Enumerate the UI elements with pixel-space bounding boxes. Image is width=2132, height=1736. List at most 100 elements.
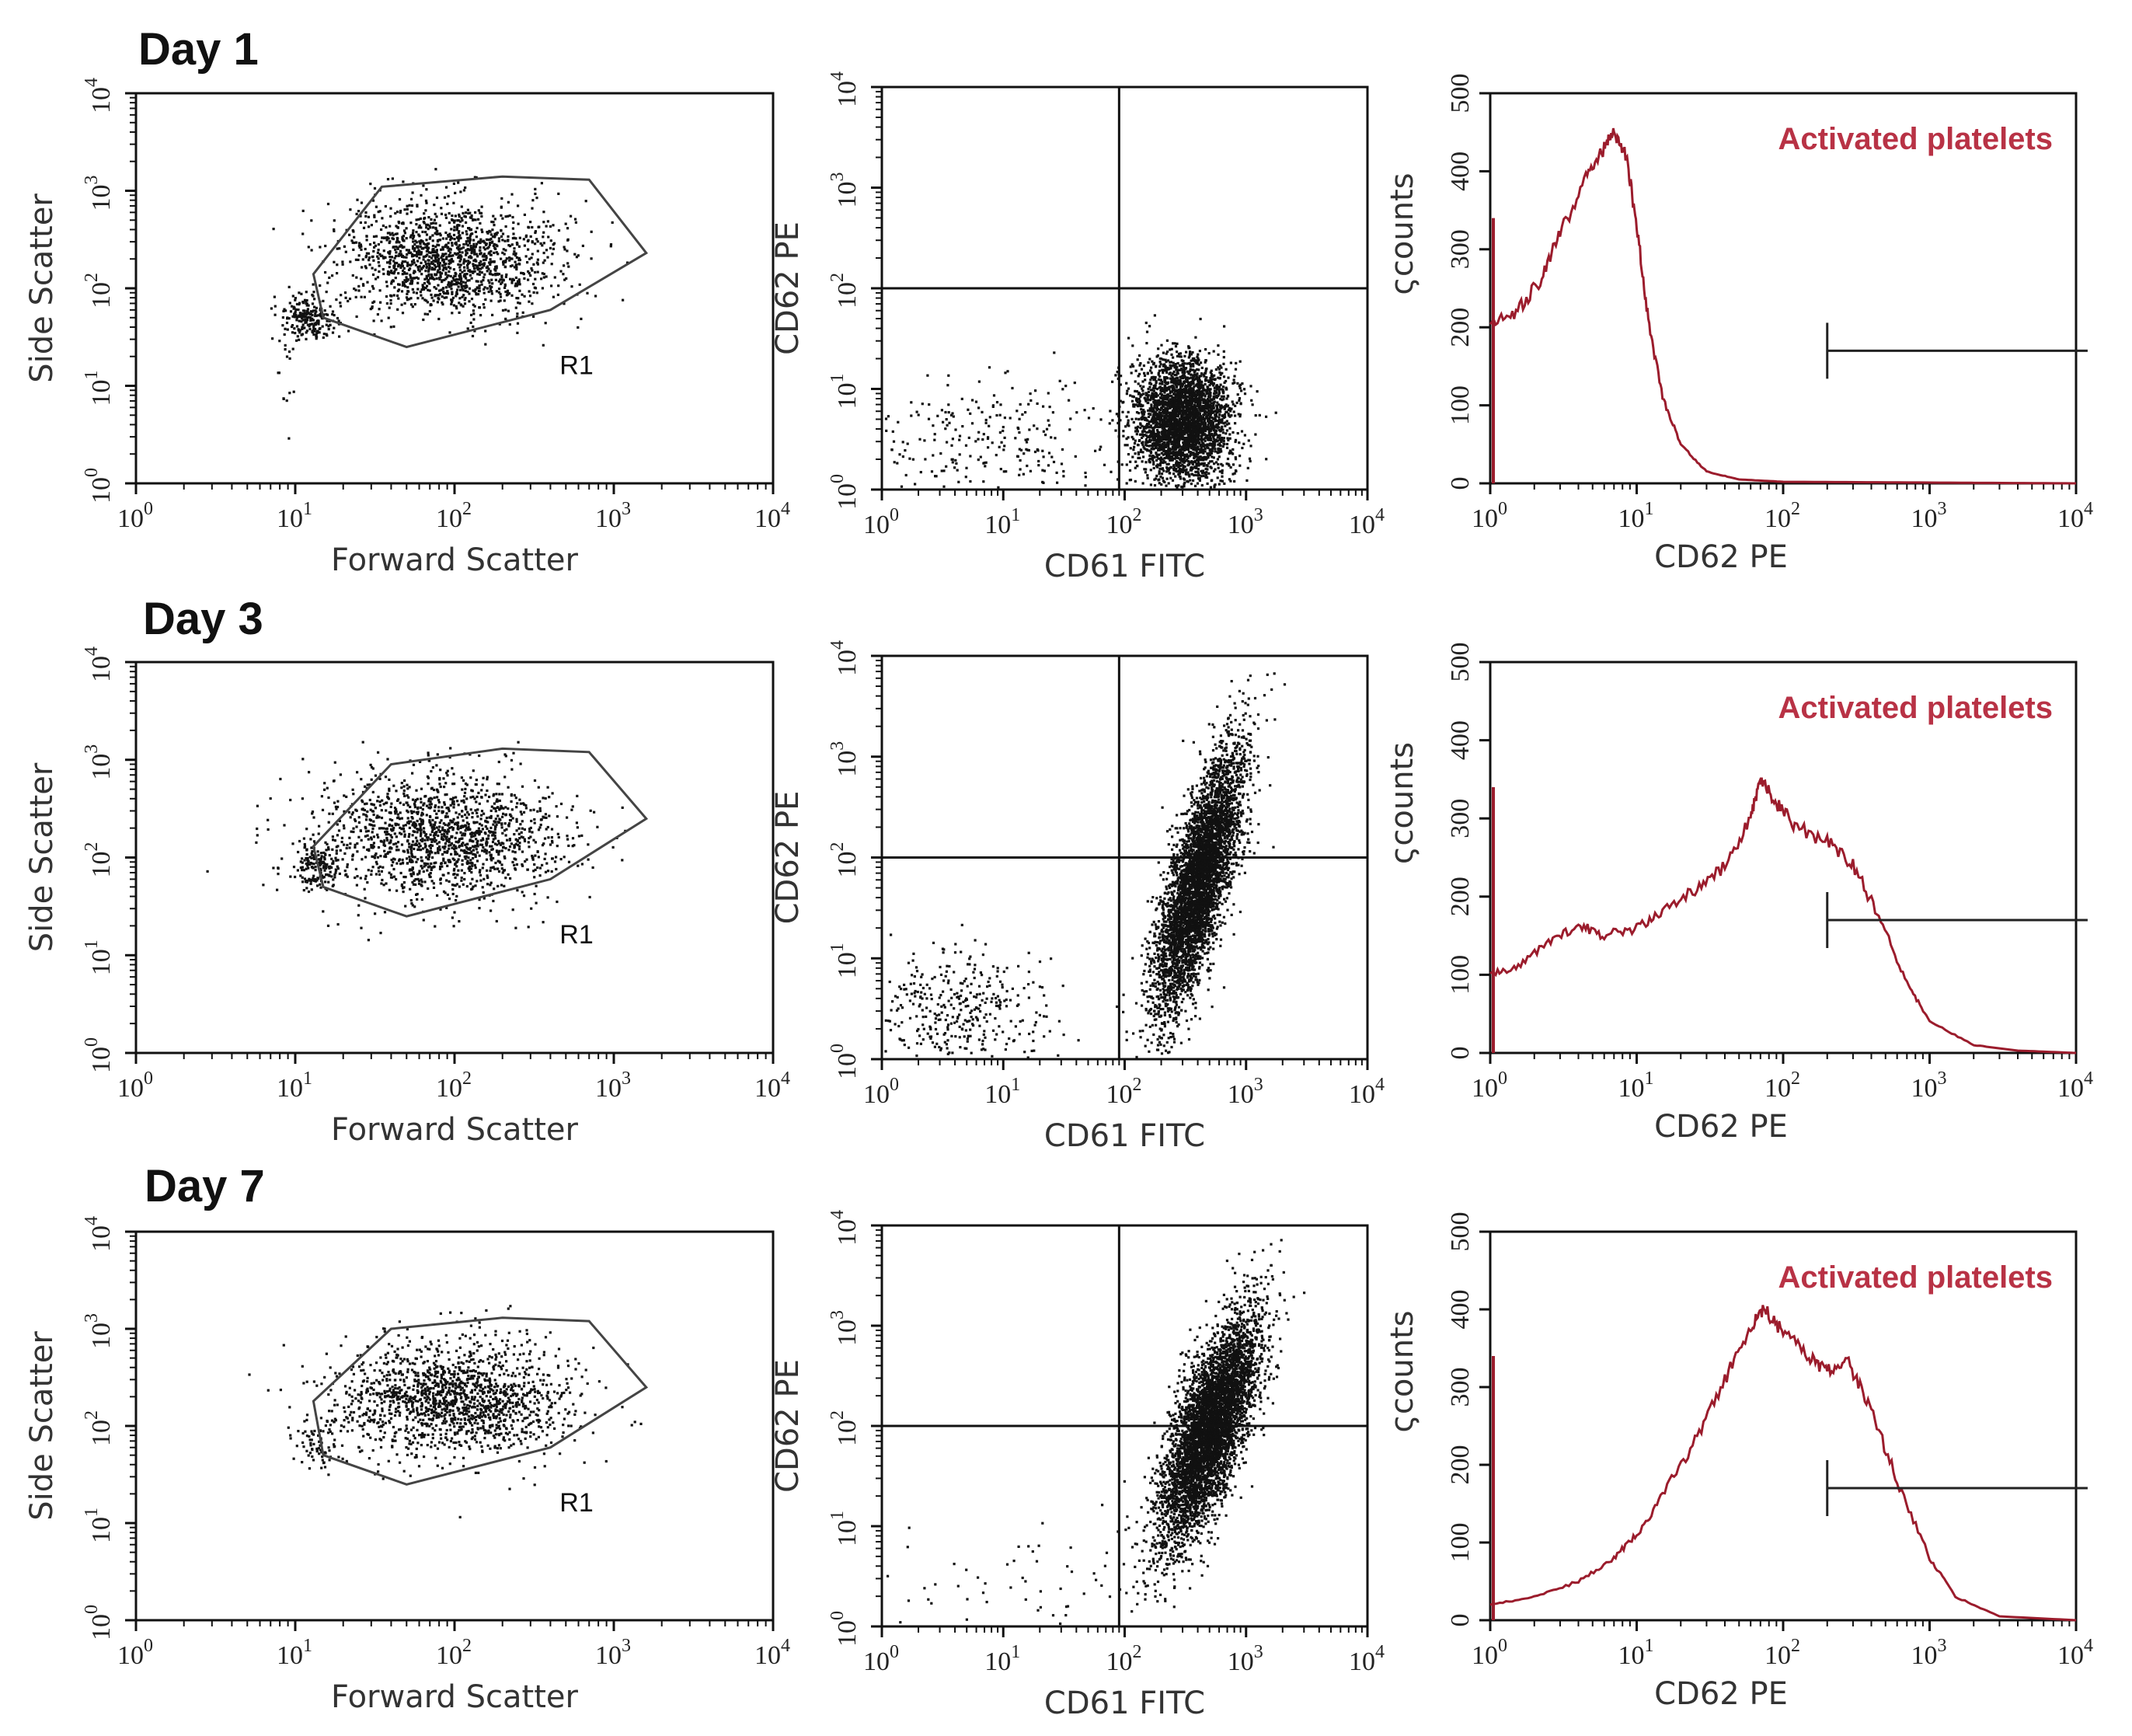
data-point xyxy=(1152,462,1155,466)
data-point xyxy=(536,249,539,253)
data-point xyxy=(1155,451,1158,455)
data-point xyxy=(1163,424,1166,427)
data-point xyxy=(361,258,364,261)
data-point xyxy=(1164,461,1167,464)
data-point xyxy=(489,270,492,273)
data-point xyxy=(441,269,444,272)
data-point xyxy=(1172,342,1175,345)
data-point xyxy=(1164,358,1167,361)
data-point xyxy=(1194,413,1197,417)
data-point xyxy=(494,265,497,269)
data-point xyxy=(1149,483,1152,486)
data-point xyxy=(1207,424,1210,427)
data-point xyxy=(1218,391,1221,395)
data-point xyxy=(1174,453,1178,456)
data-point xyxy=(1203,444,1206,447)
data-point xyxy=(436,253,439,256)
data-point xyxy=(1198,406,1201,409)
data-point xyxy=(1162,431,1165,434)
data-point xyxy=(1170,374,1173,377)
data-point xyxy=(1197,437,1200,441)
data-point xyxy=(493,232,496,235)
data-point xyxy=(498,322,501,326)
data-point xyxy=(458,269,462,272)
data-point xyxy=(432,221,435,225)
data-point xyxy=(1138,364,1141,367)
data-point xyxy=(1231,382,1235,385)
data-point xyxy=(1196,410,1199,413)
data-point xyxy=(441,295,444,298)
data-point xyxy=(419,246,422,249)
data-point xyxy=(301,232,305,235)
data-point xyxy=(1204,412,1207,415)
data-point xyxy=(444,246,447,249)
data-point xyxy=(430,260,434,263)
data-point xyxy=(1197,427,1200,430)
data-point xyxy=(474,211,477,214)
data-point xyxy=(1194,406,1197,409)
data-point xyxy=(1265,458,1268,461)
data-point xyxy=(326,281,329,284)
data-point xyxy=(1219,407,1222,410)
data-point xyxy=(300,333,303,336)
data-point xyxy=(1129,365,1132,368)
data-point xyxy=(1187,473,1190,476)
data-point xyxy=(1137,391,1141,394)
data-point xyxy=(1198,394,1201,397)
data-point xyxy=(1185,350,1188,354)
data-point xyxy=(427,274,430,277)
data-point xyxy=(1174,475,1177,478)
data-point xyxy=(467,211,470,215)
data-point xyxy=(1220,395,1223,398)
data-point xyxy=(514,306,517,309)
data-point xyxy=(313,305,316,309)
x-tick-label: 103 xyxy=(1228,505,1263,539)
data-point xyxy=(486,232,489,235)
data-point xyxy=(1177,379,1180,382)
data-point xyxy=(468,300,471,303)
data-point xyxy=(1194,359,1197,362)
data-point xyxy=(1141,433,1144,436)
data-point xyxy=(1198,407,1201,410)
data-point xyxy=(1220,366,1223,369)
data-point xyxy=(1258,413,1261,417)
data-point xyxy=(514,284,517,288)
data-point xyxy=(474,245,478,248)
data-point xyxy=(1140,408,1143,411)
data-point xyxy=(484,329,487,333)
data-point xyxy=(427,246,430,249)
data-point xyxy=(451,280,454,283)
data-point xyxy=(1127,421,1130,424)
data-point xyxy=(534,230,537,233)
data-point xyxy=(515,256,518,259)
data-point xyxy=(303,298,307,302)
data-point xyxy=(1218,426,1221,429)
data-point xyxy=(456,288,459,291)
data-point xyxy=(1185,410,1188,413)
data-point xyxy=(1183,437,1186,440)
data-point xyxy=(401,273,404,276)
data-point xyxy=(408,251,411,255)
data-point xyxy=(1201,417,1204,421)
data-point xyxy=(426,301,430,304)
data-point xyxy=(1178,355,1182,358)
data-point xyxy=(422,184,425,187)
data-point xyxy=(1178,432,1181,435)
data-point xyxy=(1172,450,1175,453)
data-point xyxy=(531,240,534,243)
data-point xyxy=(439,234,442,237)
data-point xyxy=(386,232,389,235)
data-point xyxy=(376,251,379,254)
data-point xyxy=(476,264,479,267)
data-point xyxy=(1182,454,1185,457)
data-point xyxy=(1197,398,1200,401)
data-point xyxy=(392,294,395,297)
data-point xyxy=(371,256,374,259)
data-point xyxy=(423,260,427,263)
data-point xyxy=(609,243,613,246)
data-point xyxy=(1161,380,1164,383)
data-point xyxy=(378,210,381,213)
data-point xyxy=(488,281,491,284)
data-point xyxy=(1141,415,1144,418)
data-point xyxy=(413,261,416,264)
